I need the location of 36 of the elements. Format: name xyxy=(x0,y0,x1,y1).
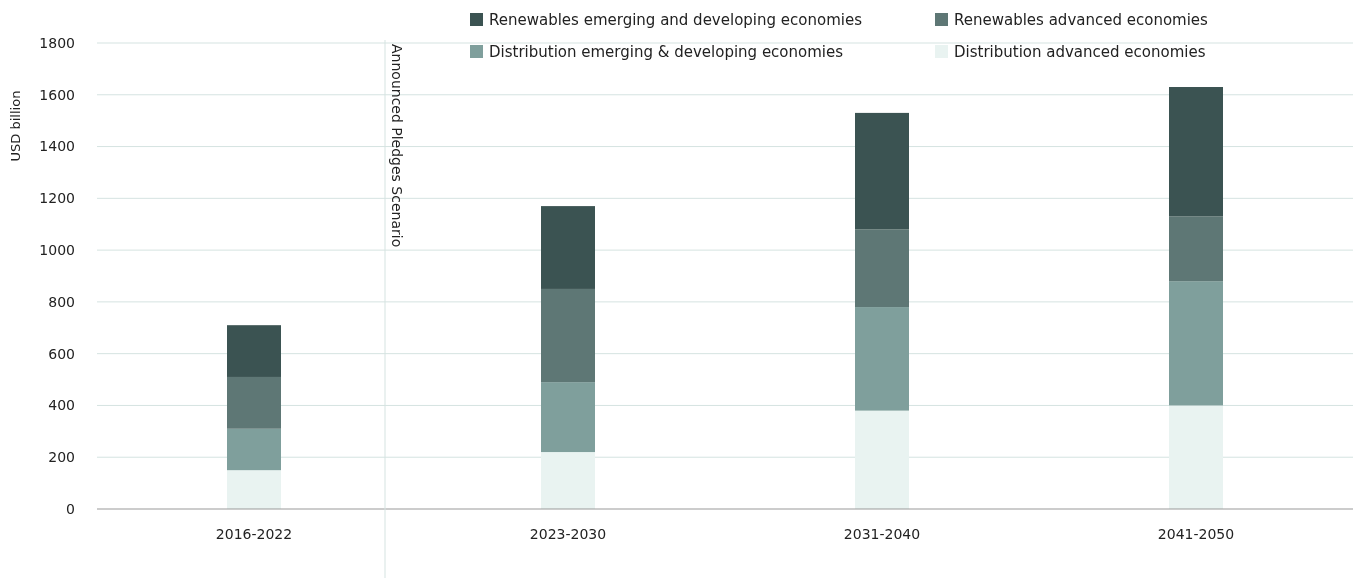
legend-label: Renewables advanced economies xyxy=(954,11,1209,30)
y-tick-label: 400 xyxy=(48,397,75,414)
y-tick-label: 600 xyxy=(48,345,75,362)
bar xyxy=(227,325,281,377)
bar xyxy=(227,428,281,471)
bar xyxy=(855,307,909,411)
legend-label: Renewables emerging and developing economies xyxy=(489,11,863,30)
bar xyxy=(1169,405,1223,509)
x-tick-label: 2016-2022 xyxy=(215,526,293,542)
y-tick-label: 1200 xyxy=(39,190,75,207)
y-tick-label: 800 xyxy=(48,293,75,310)
bar xyxy=(541,206,595,289)
y-tick-label: 1000 xyxy=(39,242,75,259)
bar xyxy=(541,452,595,509)
bar xyxy=(541,382,595,453)
annotation: Announced Pledges Scenario xyxy=(389,44,405,248)
bar xyxy=(1169,216,1223,282)
y-tick-label: 200 xyxy=(48,449,75,466)
y-tick-label: 1800 xyxy=(39,34,75,51)
x-tick-label: 2031-2040 xyxy=(843,526,921,542)
bar xyxy=(855,112,909,230)
legend-label: Distribution emerging & developing economies xyxy=(489,43,844,62)
y-tick-label: 0 xyxy=(66,500,75,517)
bar xyxy=(227,470,281,509)
bar xyxy=(541,288,595,383)
y-axis-title: USD billion xyxy=(8,90,23,162)
bar xyxy=(855,410,909,509)
bar xyxy=(227,376,281,429)
y-tick-label: 1600 xyxy=(39,86,75,103)
bar xyxy=(855,229,909,308)
y-tick-label: 1400 xyxy=(39,138,75,155)
legend-label: Distribution advanced economies xyxy=(954,43,1206,62)
bar xyxy=(1169,87,1223,217)
x-tick-label: 2023-2030 xyxy=(529,526,607,542)
bar xyxy=(1169,281,1223,406)
x-tick-label: 2041-2050 xyxy=(1157,526,1235,542)
